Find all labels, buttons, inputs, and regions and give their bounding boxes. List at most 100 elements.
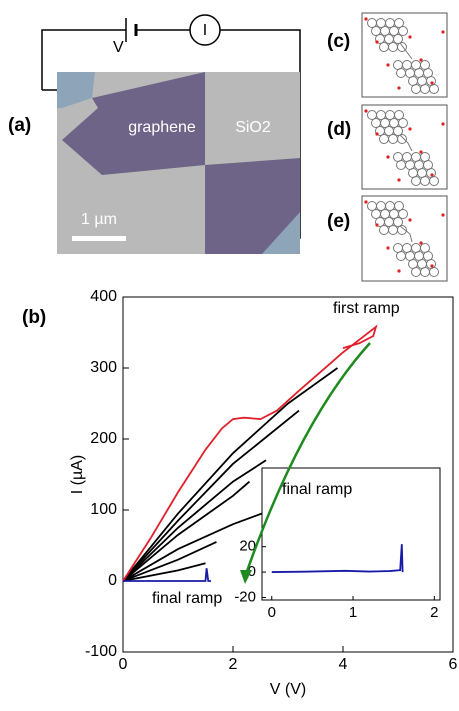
molecule-ring bbox=[394, 201, 404, 211]
molecule-box bbox=[361, 195, 448, 282]
ammeter bbox=[189, 14, 221, 46]
atom bbox=[364, 109, 368, 113]
y-tick-label: 100 bbox=[90, 501, 117, 518]
wire bbox=[41, 29, 126, 90]
molecule-ring bbox=[388, 42, 398, 52]
atom bbox=[441, 122, 445, 126]
molecule-ring bbox=[429, 176, 439, 186]
atom bbox=[419, 58, 423, 62]
atom bbox=[430, 173, 434, 177]
series-line bbox=[123, 568, 211, 582]
x-tick-label: 0 bbox=[268, 604, 276, 621]
atom bbox=[397, 269, 401, 273]
annotation: final ramp bbox=[152, 590, 222, 607]
molecule-ring bbox=[429, 84, 439, 94]
x-tick-label: 2 bbox=[229, 656, 238, 673]
atom bbox=[364, 17, 368, 21]
atom bbox=[441, 30, 445, 34]
y-tick-label: -20 bbox=[234, 588, 256, 605]
molecule-ring bbox=[394, 18, 404, 28]
molecule-ring bbox=[398, 118, 408, 128]
series-line bbox=[122, 409, 300, 582]
panel-label: (c) bbox=[327, 31, 350, 52]
atom bbox=[397, 86, 401, 90]
voltage-label: V bbox=[113, 39, 124, 56]
molecule-ring bbox=[398, 209, 408, 219]
atom bbox=[408, 218, 412, 222]
series-line bbox=[122, 367, 339, 582]
atom bbox=[408, 35, 412, 39]
atom bbox=[375, 132, 379, 136]
atom bbox=[441, 213, 445, 217]
panel-label: (e) bbox=[327, 211, 350, 232]
y-tick-label: -100 bbox=[85, 643, 117, 660]
molecule-ring bbox=[388, 134, 398, 144]
series-line bbox=[122, 459, 267, 582]
atom bbox=[419, 150, 423, 154]
y-tick-label: 300 bbox=[90, 359, 117, 376]
y-tick-label: 0 bbox=[248, 563, 256, 580]
y-tick-label: 0 bbox=[108, 572, 117, 589]
atom bbox=[419, 241, 423, 245]
molecule-ring bbox=[420, 267, 430, 277]
molecule-bridge bbox=[399, 225, 413, 243]
atom bbox=[375, 223, 379, 227]
atom bbox=[430, 81, 434, 85]
x-tick-label: 6 bbox=[449, 656, 458, 673]
x-tick-label: 0 bbox=[119, 656, 128, 673]
y-tick-label: 20 bbox=[239, 538, 256, 555]
molecule-ring bbox=[379, 42, 389, 52]
x-axis-label: V (V) bbox=[270, 681, 306, 698]
molecule-ring bbox=[420, 176, 430, 186]
molecule-ring bbox=[394, 110, 404, 120]
molecule-ring bbox=[396, 251, 406, 261]
molecule-ring bbox=[379, 134, 389, 144]
atom bbox=[386, 246, 390, 250]
molecule-ring bbox=[420, 84, 430, 94]
molecule-panels bbox=[361, 12, 448, 282]
molecule-ring bbox=[429, 267, 439, 277]
x-tick-label: 4 bbox=[339, 656, 348, 673]
molecule-bridge bbox=[399, 134, 413, 152]
atom bbox=[386, 63, 390, 67]
atom bbox=[430, 264, 434, 268]
scale-bar-label: 1 µm bbox=[81, 211, 117, 228]
annotation: first ramp bbox=[333, 300, 400, 317]
molecule-ring bbox=[388, 225, 398, 235]
molecule-ring bbox=[411, 176, 421, 186]
molecule-ring bbox=[411, 267, 421, 277]
molecule-ring bbox=[393, 217, 403, 227]
molecule-ring bbox=[396, 68, 406, 78]
molecule-ring bbox=[411, 84, 421, 94]
y-axis-label: I (µA) bbox=[69, 455, 86, 494]
molecule-ring bbox=[397, 134, 407, 144]
molecule-ring bbox=[393, 34, 403, 44]
atom bbox=[375, 40, 379, 44]
x-tick-label: 2 bbox=[430, 604, 438, 621]
current-label: I bbox=[203, 22, 207, 39]
molecule-box bbox=[361, 104, 448, 190]
electrode bbox=[57, 72, 95, 108]
panel-label: (b) bbox=[22, 307, 46, 328]
graphene-label: graphene bbox=[128, 119, 196, 136]
x-tick-label: 1 bbox=[349, 604, 357, 621]
molecule-ring bbox=[393, 126, 403, 136]
panel-label: (a) bbox=[8, 115, 31, 136]
y-tick-label: 400 bbox=[90, 288, 117, 305]
molecule-ring bbox=[397, 42, 407, 52]
molecule-ring bbox=[397, 225, 407, 235]
atom bbox=[386, 155, 390, 159]
scale-bar bbox=[72, 236, 126, 241]
graphene-region bbox=[62, 72, 205, 175]
molecule-ring bbox=[396, 160, 406, 170]
series-line bbox=[122, 509, 272, 582]
atom bbox=[397, 178, 401, 182]
plot-frame bbox=[261, 467, 441, 601]
graphene-region bbox=[205, 158, 300, 254]
series-line bbox=[122, 541, 217, 582]
substrate-label: SiO2 bbox=[235, 119, 271, 136]
y-tick-label: 200 bbox=[90, 430, 117, 447]
arrow bbox=[244, 342, 371, 575]
electrode bbox=[262, 212, 300, 254]
